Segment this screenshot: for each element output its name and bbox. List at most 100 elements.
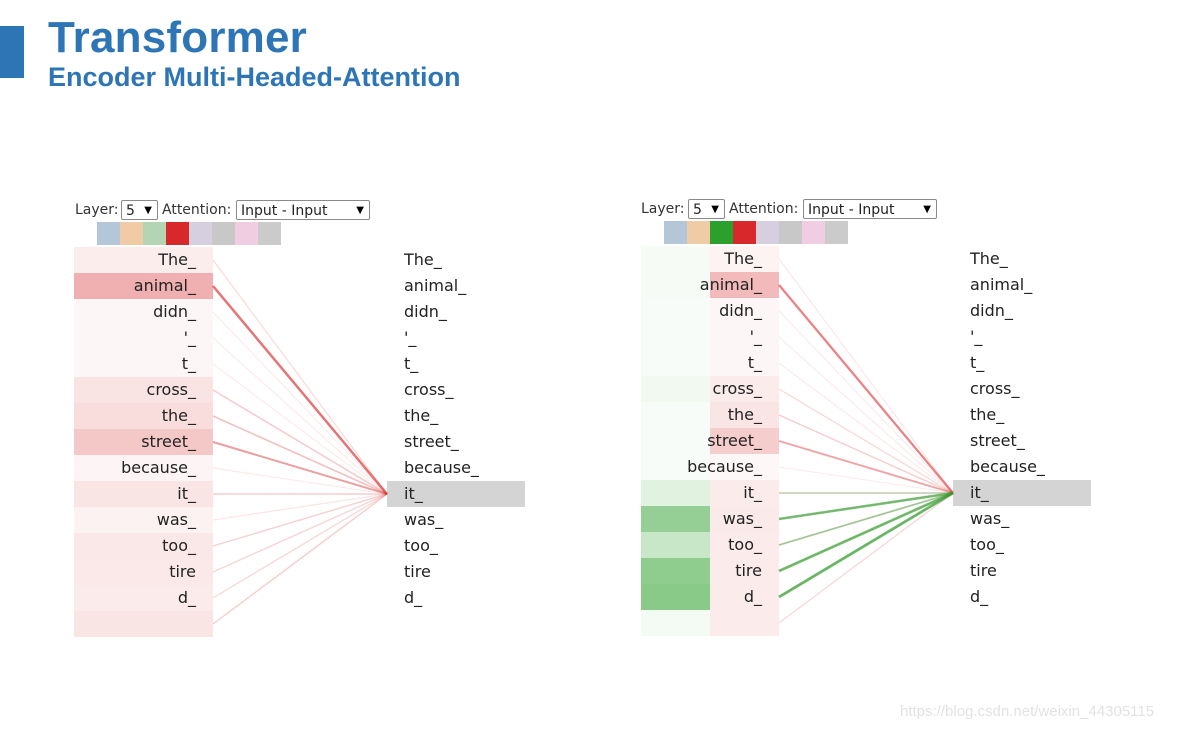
head-swatch-6[interactable] [212, 222, 235, 245]
source-token[interactable]: didn_ [153, 302, 196, 321]
layer-select[interactable]: 5 ▼ [121, 200, 158, 220]
head-swatch-3[interactable] [143, 222, 166, 245]
target-token[interactable]: t_ [404, 354, 419, 373]
target-token[interactable]: cross_ [404, 380, 454, 399]
source-token[interactable]: tire [735, 561, 762, 580]
target-token[interactable]: The_ [404, 250, 442, 269]
source-token[interactable]: t_ [747, 353, 762, 372]
slide-subtitle: Encoder Multi-Headed-Attention [48, 62, 461, 92]
target-token[interactable]: didn_ [970, 301, 1013, 320]
layer-select[interactable]: 5 ▼ [688, 199, 725, 219]
head-swatch-8[interactable] [825, 221, 848, 244]
head-swatch-8[interactable] [258, 222, 281, 245]
attention-line [778, 492, 954, 624]
head-swatch-4[interactable] [733, 221, 756, 244]
attention-line [212, 493, 388, 599]
target-token[interactable]: '_ [970, 327, 983, 346]
dropdown-arrow-icon: ▼ [711, 204, 719, 215]
layer-select-value: 5 [126, 203, 135, 219]
source-token[interactable]: street_ [707, 431, 762, 450]
source-token[interactable]: d_ [743, 587, 762, 606]
source-token[interactable]: d_ [177, 588, 196, 607]
target-token[interactable]: t_ [970, 353, 985, 372]
head-swatch-4[interactable] [166, 222, 189, 245]
source-token[interactable]: '_ [183, 328, 196, 347]
target-token[interactable]: too_ [404, 536, 438, 555]
source-token[interactable]: because_ [121, 458, 196, 477]
attention-weight-cell [74, 507, 213, 533]
attention-weight-cell [710, 584, 779, 610]
target-token[interactable]: tire [404, 562, 431, 581]
attention-line [778, 336, 954, 494]
watermark: https://blog.csdn.net/weixin_44305115 [900, 703, 1155, 720]
target-token[interactable]: the_ [404, 406, 439, 425]
target-token[interactable]: street_ [404, 432, 459, 451]
source-token[interactable]: The_ [158, 250, 196, 269]
target-token[interactable]: d_ [404, 588, 423, 607]
target-token[interactable]: because_ [970, 457, 1045, 476]
target-token[interactable]: d_ [970, 587, 989, 606]
dropdown-arrow-icon: ▼ [923, 204, 931, 215]
attention-select[interactable]: Input - Input ▼ [236, 200, 370, 220]
head-swatch-7[interactable] [802, 221, 825, 244]
head-swatch-5[interactable] [756, 221, 779, 244]
target-token[interactable]: street_ [970, 431, 1025, 450]
target-token[interactable]: too_ [970, 535, 1004, 554]
source-token[interactable]: animal_ [699, 275, 762, 294]
target-token[interactable]: because_ [404, 458, 479, 477]
target-token[interactable]: was_ [404, 510, 444, 529]
attention-weight-cell-green [641, 558, 710, 584]
head-swatch-2[interactable] [120, 222, 143, 245]
source-token[interactable]: the_ [161, 406, 196, 425]
attention-line [212, 363, 388, 495]
target-token[interactable]: cross_ [970, 379, 1020, 398]
attention-weight-cell [710, 532, 779, 558]
source-token[interactable]: animal_ [133, 276, 196, 295]
target-token[interactable]: The_ [970, 249, 1008, 268]
source-token[interactable]: was_ [722, 509, 762, 528]
source-token[interactable]: The_ [724, 249, 762, 268]
source-token[interactable]: it_ [743, 483, 762, 502]
head-swatch-6[interactable] [779, 221, 802, 244]
source-token[interactable]: because_ [687, 457, 762, 476]
source-token[interactable]: tire [169, 562, 196, 581]
attention-line [778, 492, 954, 546]
source-token[interactable]: '_ [749, 327, 762, 346]
source-token[interactable]: too_ [162, 536, 196, 555]
target-token[interactable]: tire [970, 561, 997, 580]
attention-line [212, 311, 388, 495]
source-token[interactable]: street_ [141, 432, 196, 451]
target-token[interactable]: it_ [970, 483, 989, 502]
head-swatch-7[interactable] [235, 222, 258, 245]
target-token[interactable]: it_ [404, 484, 423, 503]
attention-weight-cell [74, 585, 213, 611]
attention-weight-cell [710, 298, 779, 324]
head-swatch-5[interactable] [189, 222, 212, 245]
attention-weight-cell [74, 611, 213, 637]
target-token[interactable]: '_ [404, 328, 417, 347]
attention-weight-cell [74, 559, 213, 585]
source-token[interactable]: t_ [181, 354, 196, 373]
attention-line [212, 285, 388, 495]
target-token[interactable]: didn_ [404, 302, 447, 321]
target-token[interactable]: animal_ [970, 275, 1033, 294]
source-token[interactable]: cross_ [712, 379, 762, 398]
source-token[interactable]: didn_ [719, 301, 762, 320]
attention-line [778, 258, 954, 494]
source-token[interactable]: it_ [177, 484, 196, 503]
head-swatch-2[interactable] [687, 221, 710, 244]
attention-select[interactable]: Input - Input ▼ [803, 199, 937, 219]
source-token[interactable]: the_ [727, 405, 762, 424]
head-swatch-1[interactable] [97, 222, 120, 245]
target-token[interactable]: the_ [970, 405, 1005, 424]
attention-weight-cell [710, 272, 779, 298]
target-token[interactable]: animal_ [404, 276, 467, 295]
head-swatch-1[interactable] [664, 221, 687, 244]
source-token[interactable]: too_ [728, 535, 762, 554]
attention-weight-cell-green [641, 272, 710, 298]
target-token[interactable]: was_ [970, 509, 1010, 528]
source-token[interactable]: was_ [156, 510, 196, 529]
source-token[interactable]: cross_ [146, 380, 196, 399]
head-swatch-3[interactable] [710, 221, 733, 244]
